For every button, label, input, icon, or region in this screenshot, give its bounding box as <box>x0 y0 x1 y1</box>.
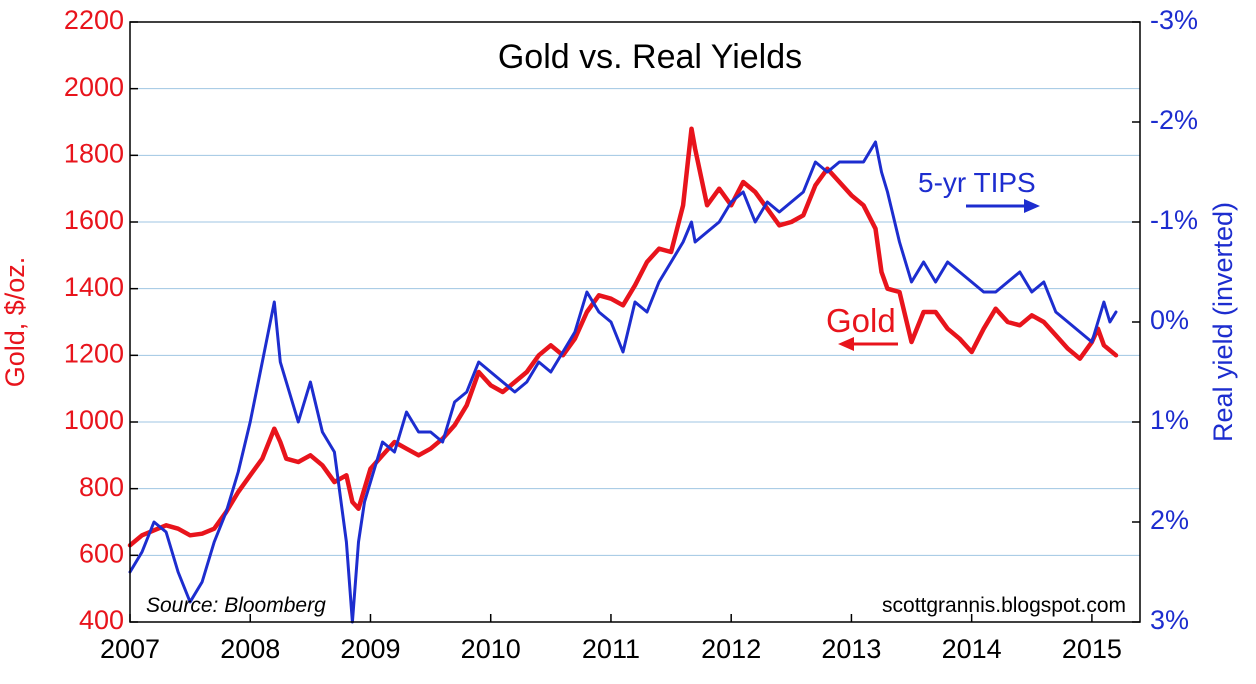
source-note: Source: Bloomberg <box>146 594 326 617</box>
gold-series-line <box>127 126 1119 548</box>
y-left-tick-label: 400 <box>79 605 124 635</box>
x-tick-label: 2015 <box>1062 634 1122 664</box>
chart-title: Gold vs. Real Yields <box>498 38 802 76</box>
x-tick-label: 2008 <box>220 634 280 664</box>
y-left-tick-label: 1200 <box>64 338 124 368</box>
y-right-tick-label: 1% <box>1150 405 1189 435</box>
tips-annotation: 5-yr TIPS <box>918 167 1036 198</box>
y-right-tick-label: 2% <box>1150 505 1189 535</box>
tips-series-line <box>128 140 1118 624</box>
y-right-tick-label: 0% <box>1150 305 1189 335</box>
y-right-tick-label: 3% <box>1150 605 1189 635</box>
plot-frame <box>129 21 1141 623</box>
y-right-tick-label: -1% <box>1150 205 1198 235</box>
series-lines <box>127 126 1119 624</box>
y-left-tick-label: 1000 <box>64 405 124 435</box>
y-right-tick-label: -2% <box>1150 105 1198 135</box>
x-tick-label: 2007 <box>100 634 160 664</box>
y-left-tick-label: 1600 <box>64 205 124 235</box>
y-left-tick-label: 2000 <box>64 72 124 102</box>
credit-note: scottgrannis.blogspot.com <box>882 594 1126 617</box>
tick-labels: 400 600 800 1000 1200 1400 1600 1800 2000 2200 3% 2… <box>64 5 1198 664</box>
x-tick-label: 2014 <box>942 634 1002 664</box>
y-left-tick-label: 2200 <box>64 5 124 35</box>
tips-arrow-head <box>1024 199 1040 213</box>
y-left-tick-label: 600 <box>79 538 124 568</box>
y-axis-right-label: Real yield (inverted) <box>1208 202 1238 442</box>
x-tick-label: 2011 <box>582 634 640 664</box>
x-tick-label: 2010 <box>461 634 521 664</box>
x-tick-label: 2009 <box>340 634 400 664</box>
y-axis-left-label: Gold, $/oz. <box>0 257 30 388</box>
x-tick-label: 2012 <box>701 634 761 664</box>
x-tick-label: 2013 <box>821 634 881 664</box>
y-right-tick-label: -3% <box>1150 5 1198 35</box>
gold-annotation: Gold <box>826 302 896 339</box>
gold-arrow-head <box>838 337 854 351</box>
y-left-tick-label: 1400 <box>64 272 124 302</box>
y-left-tick-label: 800 <box>79 472 124 502</box>
y-left-tick-label: 1800 <box>64 138 124 168</box>
